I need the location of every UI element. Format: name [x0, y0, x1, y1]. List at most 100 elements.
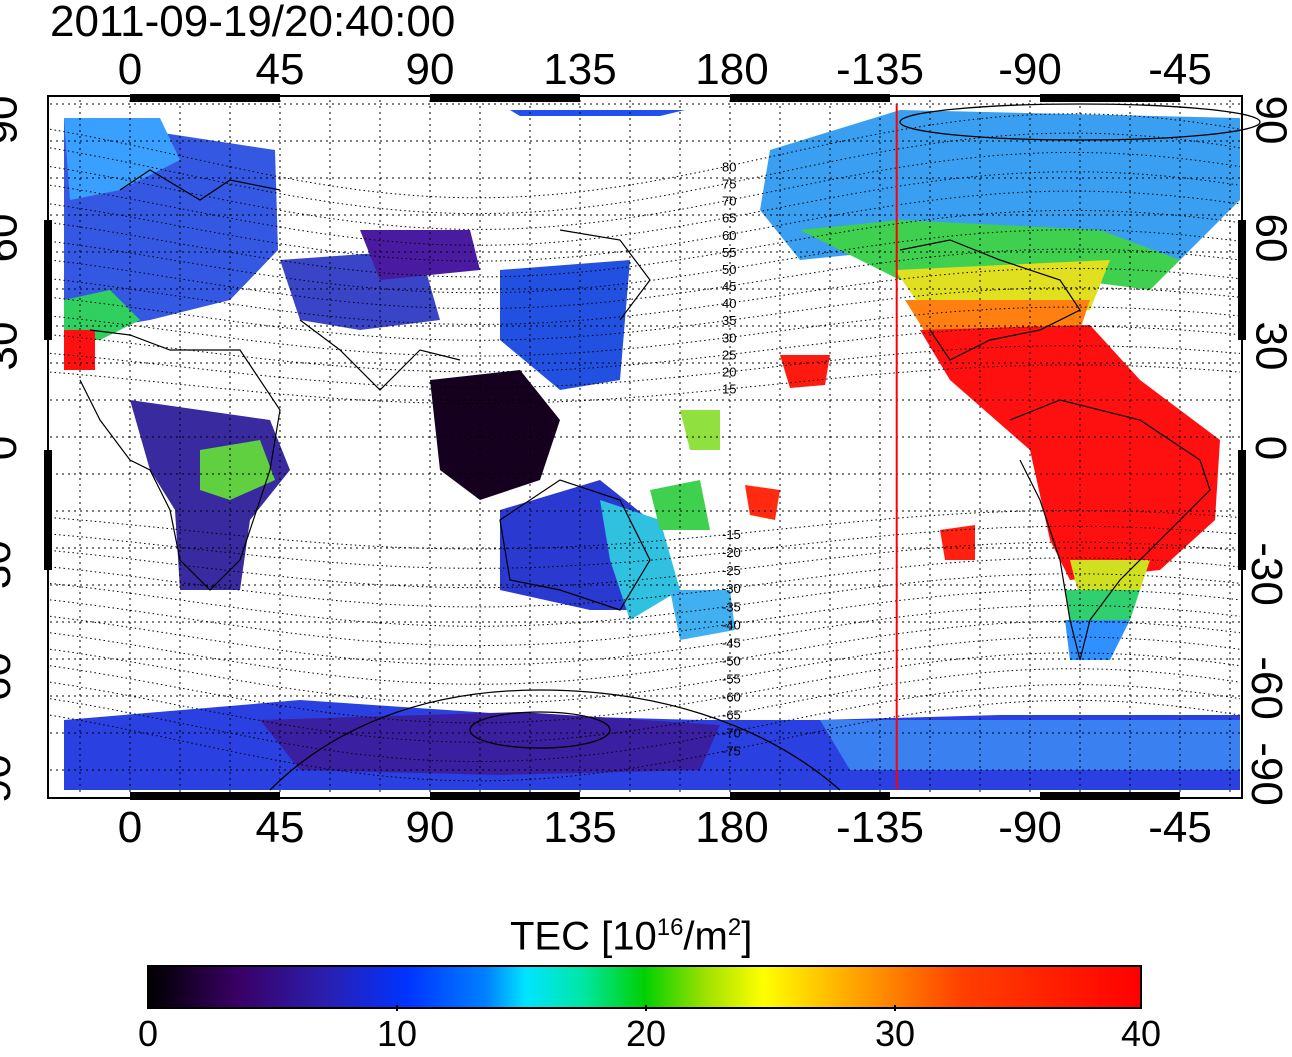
colorbar-title-exp: 16 — [656, 914, 684, 941]
contour-label: -20 — [722, 545, 741, 560]
contour-label: 80 — [722, 159, 736, 174]
contour-label: 35 — [722, 313, 736, 328]
contour-label: 55 — [722, 245, 736, 260]
contour-label: -40 — [722, 617, 741, 632]
contour-labels: 80 75 70 65 60 55 50 45 40 35 30 25 20 15 -15 -20 -25 -30… — [722, 159, 741, 758]
colorbar-title-end: ] — [741, 914, 753, 959]
colorbar-tickmark — [894, 1005, 896, 1011]
coastlines — [79, 169, 1211, 661]
contour-label: -55 — [722, 672, 741, 687]
left-lat-tick: -30 — [0, 540, 20, 604]
magnetic-contour — [49, 113, 1241, 199]
tec-patch-eastasia — [500, 260, 630, 390]
contour-label: 15 — [722, 382, 736, 397]
tec-patch-europe-green — [64, 290, 140, 340]
contour-label: 40 — [722, 296, 736, 311]
top-lon-tick: -90 — [998, 45, 1062, 94]
contour-label: -50 — [722, 654, 741, 669]
contour-label: -25 — [722, 563, 741, 578]
tec-patch-africa-red — [64, 330, 95, 370]
left-lat-tick: -60 — [0, 652, 20, 716]
magnetic-contour — [49, 209, 1241, 278]
map-title: 2011-09-19/20:40:00 — [50, 0, 456, 46]
contour-label: -15 — [722, 527, 741, 542]
tec-patch-samerica-blue — [1065, 620, 1130, 660]
top-lon-tick: -135 — [835, 45, 925, 94]
tec-patch-latam-red — [920, 325, 1220, 580]
tec-data-layer — [64, 110, 1240, 790]
magnetic-contour — [49, 248, 1241, 310]
colorbar-tickmark — [645, 1005, 647, 1011]
colorbar-tick: 10 — [376, 1013, 418, 1054]
magnetic-contour — [49, 364, 1241, 404]
left-lat-tick: 90 — [0, 95, 27, 145]
contour-label: -30 — [722, 581, 741, 596]
right-lat-tick: 60 — [1246, 213, 1292, 263]
magnetic-contour — [49, 132, 1241, 215]
contour-label: 60 — [722, 228, 736, 243]
magnetic-contour — [49, 325, 1241, 373]
contour-label: 75 — [722, 177, 736, 192]
right-lat-tick: -30 — [1241, 542, 1291, 606]
bottom-lon-tick: 135 — [543, 803, 617, 852]
tec-patch-antarctica-purple — [260, 712, 720, 775]
top-lon-tick: 180 — [695, 45, 769, 94]
left-lat-tick: -90 — [0, 754, 20, 818]
contour-label: 65 — [722, 211, 736, 226]
colorbar-tick: 40 — [1120, 1013, 1162, 1054]
tec-patch-antarctica-light — [820, 720, 1240, 770]
contour-label: 45 — [722, 279, 736, 294]
left-lat-tick: 0 — [0, 436, 26, 460]
tec-patch-africa-green — [200, 440, 275, 500]
bottom-lon-tick: -45 — [1148, 803, 1212, 852]
right-lat-tick: 0 — [1246, 435, 1292, 461]
magnetic-contour — [49, 604, 1241, 666]
colorbar-tickmark — [396, 1005, 398, 1011]
top-lon-tick: -45 — [1148, 45, 1212, 94]
magnetic-contour — [49, 636, 1241, 705]
right-lat-tick: -90 — [1241, 742, 1291, 806]
top-lon-tick: 0 — [117, 45, 143, 94]
bottom-lon-tick: 180 — [695, 803, 769, 852]
contour-label: 50 — [722, 262, 736, 277]
colorbar-tick: 20 — [625, 1013, 667, 1054]
contour-label: -75 — [722, 744, 741, 759]
tec-patch-samerica-green — [1065, 590, 1140, 625]
bottom-lon-tick: 0 — [117, 803, 143, 852]
contour-label: -65 — [722, 708, 741, 723]
map-grid — [50, 100, 1240, 794]
tec-patch-pacific-green — [650, 480, 710, 530]
left-lat-tick: 60 — [0, 213, 27, 263]
magnetic-contour — [49, 345, 1241, 389]
colorbar-tick: 30 — [874, 1013, 916, 1054]
contour-label: -60 — [722, 690, 741, 705]
tec-patch-asia-purple — [360, 230, 480, 280]
contour-label: -45 — [722, 635, 741, 650]
magnetic-contours — [49, 113, 1241, 782]
top-lon-tick: 90 — [405, 45, 455, 94]
bottom-lon-tick: 90 — [405, 803, 455, 852]
contour-label: 25 — [722, 347, 736, 362]
colorbar-tick: 0 — [137, 1013, 159, 1054]
bottom-lon-tick: -135 — [835, 803, 925, 852]
contour-label: 70 — [722, 194, 736, 209]
top-lon-tick: 135 — [543, 45, 617, 94]
right-lat-tick: 90 — [1246, 95, 1292, 145]
colorbar-title-unit: /m — [683, 914, 728, 959]
bottom-lon-tick: -90 — [998, 803, 1062, 852]
map-border-bars — [44, 94, 1246, 800]
contour-label: -35 — [722, 599, 741, 614]
magnetic-solid-contours — [269, 103, 1261, 791]
magnetic-contour — [49, 525, 1241, 569]
contour-label: 30 — [722, 330, 736, 345]
bottom-lon-tick: 45 — [255, 803, 305, 852]
colorbar-title-main: TEC [10 — [510, 914, 657, 959]
right-lat-tick: -60 — [1241, 656, 1291, 720]
tec-patch-pacific-yellow — [680, 410, 720, 450]
colorbar-title-exp2: 2 — [727, 914, 742, 941]
magnetic-contour — [49, 620, 1241, 685]
magnetic-contour — [49, 699, 1241, 782]
right-lat-tick: 30 — [1246, 321, 1292, 371]
tec-patch-seasia — [430, 370, 560, 500]
